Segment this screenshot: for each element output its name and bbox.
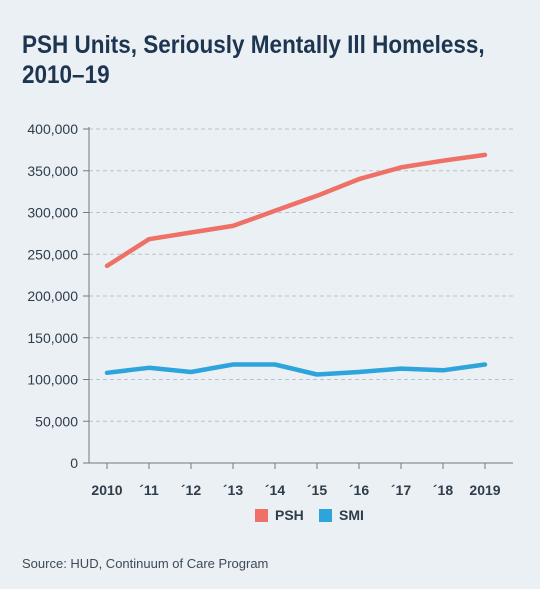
x-tick-label: ´13 bbox=[223, 482, 243, 498]
y-tick-label: 0 bbox=[70, 455, 78, 471]
x-tick-label: ´11 bbox=[139, 482, 159, 498]
grid-lines bbox=[89, 128, 513, 422]
legend-label-smi: SMI bbox=[339, 507, 364, 523]
x-tick-label: 2010 bbox=[91, 482, 122, 498]
x-tick-label: ´14 bbox=[265, 482, 285, 498]
y-tick-label: 300,000 bbox=[27, 205, 78, 221]
x-tick-label: 2019 bbox=[469, 482, 500, 498]
x-tick-labels: 2010 ´11 ´12 ´13 ´14 ´15 ´16 ´17 ´18 2019 bbox=[91, 482, 500, 498]
y-tick-label: 150,000 bbox=[27, 330, 78, 346]
y-tick-label: 250,000 bbox=[27, 246, 78, 262]
x-tick-label: ´12 bbox=[181, 482, 201, 498]
legend-swatch-psh bbox=[255, 509, 268, 522]
legend-label-psh: PSH bbox=[275, 507, 304, 523]
x-tick-label: ´18 bbox=[433, 482, 453, 498]
y-tick-label: 400,000 bbox=[27, 121, 78, 137]
legend: PSH SMI bbox=[255, 507, 364, 523]
series-line-smi bbox=[104, 362, 488, 377]
y-tick-labels: 0 50,000 100,000 150,000 200,000 250,000 300,0… bbox=[27, 121, 78, 471]
x-tick-label: ´15 bbox=[307, 482, 327, 498]
source-note: Source: HUD, Continuum of Care Program bbox=[22, 556, 269, 571]
y-tick-label: 50,000 bbox=[35, 413, 78, 429]
x-tick-label: ´16 bbox=[349, 482, 369, 498]
x-tick-label: ´17 bbox=[391, 482, 411, 498]
chart-title: PSH Units, Seriously Mentally Ill Homele… bbox=[22, 31, 485, 89]
legend-swatch-smi bbox=[319, 509, 332, 522]
series-line-psh bbox=[104, 152, 488, 269]
y-tick-label: 200,000 bbox=[27, 288, 78, 304]
series-lines bbox=[104, 152, 488, 377]
axes bbox=[83, 127, 513, 469]
y-tick-label: 350,000 bbox=[27, 163, 78, 179]
y-tick-label: 100,000 bbox=[27, 372, 78, 388]
